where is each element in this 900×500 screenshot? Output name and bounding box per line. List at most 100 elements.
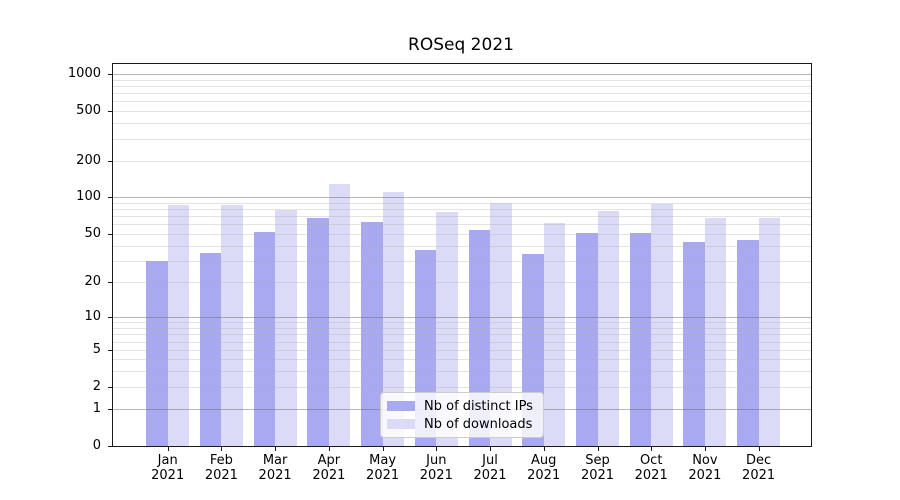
x-tick-label: Dec 2021 <box>731 453 787 483</box>
x-tick-mark <box>651 447 653 451</box>
x-tick-label: Nov 2021 <box>677 453 733 483</box>
bar-downloads <box>758 218 781 446</box>
x-tick-label: Mar 2021 <box>247 453 303 483</box>
x-tick-label: Sep 2021 <box>570 453 626 483</box>
y-tick-label: 20 <box>84 274 101 289</box>
x-tick-label: Jul 2021 <box>462 453 518 483</box>
minor-gridline <box>113 86 811 88</box>
x-tick-month: Jan <box>157 453 178 468</box>
bar-ips <box>146 260 168 446</box>
bar-ips <box>361 221 383 446</box>
x-tick-year: 2021 <box>742 468 776 483</box>
x-tick-month: Apr <box>317 453 341 468</box>
bar-ips <box>468 229 490 446</box>
y-tick-mark <box>108 111 113 112</box>
x-tick-mark <box>543 447 545 451</box>
minor-gridline <box>113 79 811 81</box>
x-tick-year: 2021 <box>204 468 238 483</box>
bar-ips <box>253 231 276 446</box>
x-tick-label: Aug 2021 <box>516 453 572 483</box>
y-tick-mark <box>108 317 113 318</box>
minor-gridline <box>113 123 811 125</box>
bar-ips <box>576 232 598 446</box>
x-tick-year: 2021 <box>258 468 292 483</box>
x-tick-year: 2021 <box>366 468 400 483</box>
x-tick-month: May <box>369 453 397 468</box>
y-tick-label: 200 <box>76 153 101 168</box>
y-tick-mark <box>108 282 113 283</box>
x-tick-mark <box>436 447 438 451</box>
x-tick-year: 2021 <box>634 468 668 483</box>
bar-ips <box>199 252 222 446</box>
x-tick-month: Oct <box>639 453 663 468</box>
x-tick-mark <box>167 447 169 451</box>
legend-swatch <box>387 419 415 429</box>
y-tick-label: 0 <box>92 438 101 453</box>
x-tick-year: 2021 <box>527 468 561 483</box>
y-tick-label: 50 <box>84 226 101 241</box>
x-tick-year: 2021 <box>580 468 615 483</box>
y-tick-label: 5 <box>92 342 101 358</box>
y-tick-mark <box>108 446 113 447</box>
bar-ips <box>629 232 652 446</box>
bar-downloads <box>436 212 458 446</box>
x-tick-mark <box>328 447 330 451</box>
y-tick-mark <box>108 350 113 352</box>
y-tick-label: 2 <box>92 379 101 394</box>
bar-downloads <box>490 202 512 446</box>
x-tick-mark <box>758 447 760 451</box>
x-tick-month: Sep <box>585 453 610 468</box>
bar-ips <box>737 239 759 446</box>
y-tick-label: 100 <box>76 189 101 204</box>
bar-downloads <box>167 205 190 446</box>
minor-gridline <box>113 161 811 162</box>
y-tick-mark <box>108 197 113 198</box>
x-tick-month: Feb <box>209 453 233 468</box>
x-tick-month: Mar <box>262 453 288 468</box>
bar-downloads <box>221 205 243 446</box>
y-tick-label: 500 <box>76 103 101 118</box>
y-tick-mark <box>108 234 113 235</box>
x-tick-month: Dec <box>746 453 772 468</box>
bar-downloads <box>704 218 727 446</box>
y-tick-mark <box>108 74 113 76</box>
plot-area: Nb of distinct IPs Nb of downloads 0 1 2 5 10… <box>68 63 812 483</box>
minor-gridline <box>113 216 811 217</box>
legend: Nb of distinct IPs Nb of downloads <box>380 392 544 438</box>
x-tick-label: Oct 2021 <box>623 453 679 483</box>
minor-gridline <box>113 93 811 95</box>
y-tick-mark <box>108 408 113 410</box>
x-tick-label: Apr 2021 <box>301 453 357 483</box>
x-tick-year: 2021 <box>312 468 346 483</box>
legend-row: Nb of distinct IPs <box>387 398 533 414</box>
y-tick-label: 1000 <box>67 66 101 82</box>
minor-gridline <box>113 138 811 140</box>
bar-downloads <box>382 192 405 446</box>
minor-gridline <box>113 202 811 204</box>
x-tick-month: Nov <box>692 453 718 468</box>
x-tick-month: Aug <box>530 453 557 468</box>
x-tick-mark <box>275 447 277 451</box>
x-tick-month: Jul <box>482 453 498 468</box>
legend-label: Nb of downloads <box>424 416 533 432</box>
minor-gridline <box>113 101 811 103</box>
bar-ips <box>683 241 705 446</box>
x-tick-month: Jun <box>426 453 447 468</box>
x-tick-label: Jun 2021 <box>408 453 464 483</box>
x-tick-year: 2021 <box>419 468 453 483</box>
x-tick-mark <box>597 447 599 451</box>
bar-downloads <box>597 211 619 446</box>
x-tick-year: 2021 <box>151 468 185 483</box>
bar-downloads <box>328 183 351 446</box>
bar-downloads <box>543 223 566 446</box>
x-tick-mark <box>490 447 491 451</box>
x-tick-label: Jan 2021 <box>140 453 196 483</box>
legend-swatch <box>387 401 415 411</box>
x-tick-label: Feb 2021 <box>193 453 249 483</box>
major-gridline <box>113 197 811 198</box>
minor-gridline <box>113 111 811 112</box>
y-tick-mark <box>108 161 113 162</box>
legend-row: Nb of downloads <box>387 416 533 432</box>
chart-title: ROSeq 2021 <box>408 35 514 55</box>
